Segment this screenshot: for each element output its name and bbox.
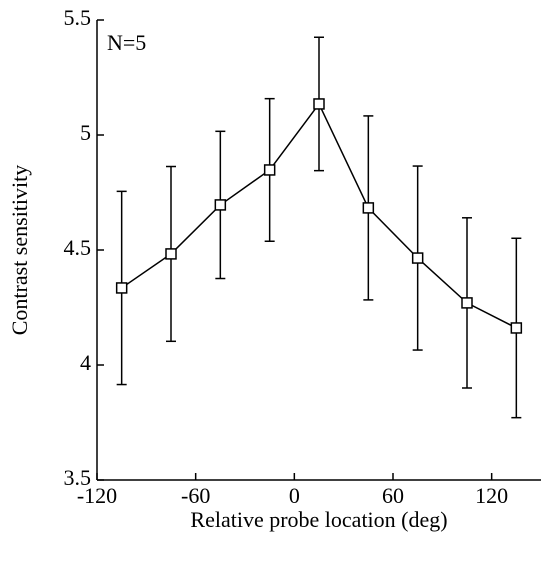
point-marker (510, 322, 523, 334)
point-marker (165, 248, 177, 260)
x-tick-label: 120 (475, 483, 508, 508)
y-tick-label: 5.5 (64, 5, 92, 30)
x-axis-label: Relative probe location (deg) (190, 507, 447, 532)
y-tick-label: 4 (80, 350, 91, 375)
point-marker (115, 282, 128, 294)
point-marker (411, 252, 424, 264)
x-tick-label: 0 (289, 483, 300, 508)
point-marker (362, 202, 375, 214)
annotation: N=5 (107, 30, 146, 55)
x-tick-label: -60 (181, 483, 210, 508)
y-tick-label: 3.5 (64, 465, 92, 490)
x-tick-label: -120 (77, 483, 117, 508)
point-marker (461, 297, 473, 309)
x-tick-label: 60 (382, 483, 404, 508)
point-marker (313, 98, 325, 110)
y-axis-label: Contrast sensitivity (7, 165, 32, 336)
point-marker (263, 164, 276, 176)
y-tick-label: 5 (80, 120, 91, 145)
y-tick-label: 4.5 (64, 235, 92, 260)
point-marker (214, 199, 227, 211)
